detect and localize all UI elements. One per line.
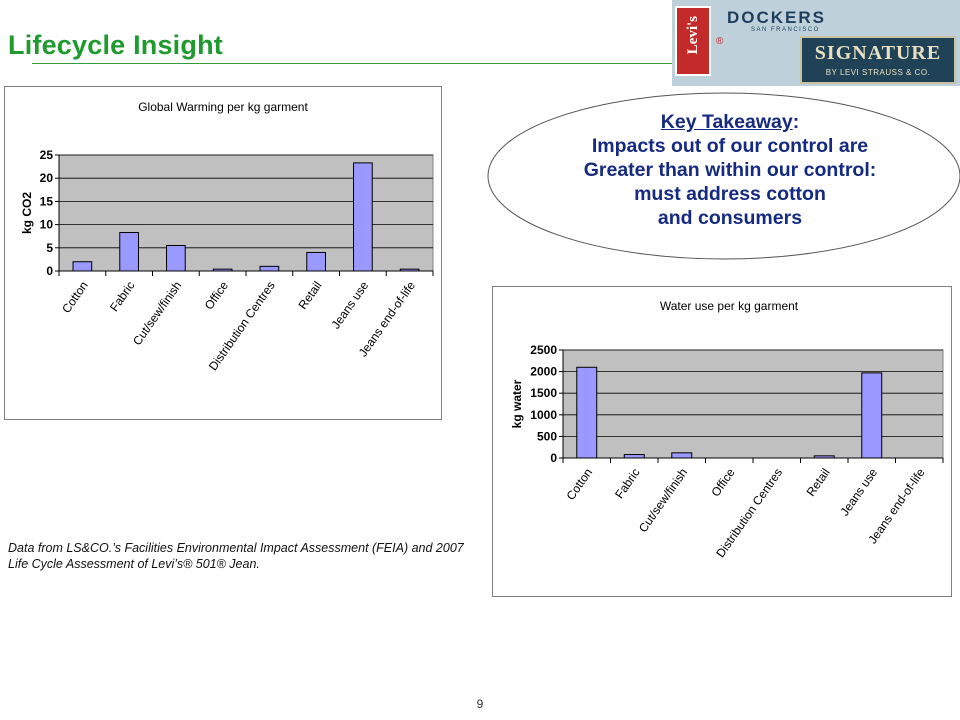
x-tick-label: Jeans use — [837, 465, 880, 518]
dockers-logo-subtitle: SAN FRANCISCO — [751, 27, 820, 33]
bar — [212, 268, 233, 272]
bar — [813, 455, 835, 459]
water-use-chart-svg: Water use per kg garment kg water 0 500 1000… — [510, 299, 944, 560]
chart-title: Global Warming per kg garment — [138, 100, 308, 114]
bar — [861, 372, 883, 459]
levis-logo-text: Levi's — [685, 16, 701, 55]
y-tick-label: 500 — [537, 429, 557, 443]
bar — [72, 261, 93, 272]
x-tick-label: Cut/sew/finish — [130, 279, 184, 348]
x-tick-label: Office — [708, 465, 738, 499]
bar — [671, 452, 693, 459]
title-underline — [32, 63, 672, 64]
signature-logo: SIGNATURE BY LEVI STRAUSS & CO. — [800, 36, 956, 84]
bar — [306, 251, 326, 272]
page-number: 9 — [476, 697, 484, 711]
x-tick-label: Office — [202, 278, 232, 312]
y-tick-label: 15 — [40, 194, 54, 208]
x-tick-label: Retail — [804, 466, 833, 499]
x-tick-label: Cut/sew/finish — [636, 466, 690, 535]
bar — [166, 244, 186, 272]
x-tick-label: Fabric — [107, 279, 138, 314]
bar — [259, 265, 280, 272]
bar — [353, 162, 373, 272]
plot-area — [58, 154, 434, 272]
y-axis-label: kg water — [510, 379, 524, 428]
takeaway-line: and consumers — [657, 207, 803, 229]
y-tick-label: 2500 — [530, 343, 557, 357]
takeaway-heading-line: Key Takeaway: — [500, 110, 960, 134]
registered-mark: ® — [716, 36, 724, 47]
x-tick-label: Jeans use — [328, 278, 371, 331]
y-tick-label: 10 — [40, 218, 54, 232]
y-axis-label: kg CO2 — [20, 192, 34, 234]
water-use-chart: Water use per kg garment kg water 0 500 1000… — [492, 286, 952, 597]
global-warming-chart: Global Warming per kg garment kg CO2 0 5 10 1… — [4, 86, 442, 420]
page-title: Lifecycle Insight — [8, 30, 223, 60]
global-warming-chart-svg: Global Warming per kg garment kg CO2 0 5 10 1… — [20, 100, 434, 373]
x-tick-label: Fabric — [612, 466, 643, 501]
bar — [119, 231, 139, 272]
bar — [576, 366, 598, 459]
takeaway-ellipse — [487, 92, 960, 260]
y-tick-label: 0 — [550, 451, 557, 465]
x-tick-label: Retail — [296, 279, 325, 312]
takeaway-colon: : — [792, 111, 800, 133]
y-tick-label: 2000 — [530, 365, 557, 379]
dockers-logo: DOCKERS — [727, 8, 827, 27]
levis-logo: Levi's — [675, 6, 711, 76]
takeaway-heading: Key Takeaway — [660, 111, 793, 133]
x-tick-label: Cotton — [563, 466, 595, 503]
y-tick-label: 25 — [40, 148, 54, 162]
bar — [623, 454, 645, 459]
takeaway-line: must address cotton — [634, 183, 826, 205]
takeaway-text: Key Takeaway: Impacts out of our control… — [500, 110, 960, 230]
signature-logo-text: SIGNATURE — [814, 42, 942, 64]
y-tick-label: 20 — [40, 171, 54, 185]
x-tick-label: Cotton — [59, 279, 91, 316]
y-tick-label: 1500 — [530, 386, 557, 400]
y-tick-label: 0 — [46, 264, 53, 278]
source-note: Data from LS&CO.’s Facilities Environmen… — [8, 541, 464, 571]
y-tick-label: 5 — [46, 241, 53, 255]
y-tick-label: 1000 — [530, 408, 557, 422]
signature-logo-subtitle: BY LEVI STRAUSS & CO. — [825, 68, 931, 77]
chart-title: Water use per kg garment — [660, 299, 799, 313]
bar — [399, 268, 420, 272]
takeaway-line: Greater than within our control: — [583, 159, 877, 181]
takeaway-line: Impacts out of our control are — [591, 135, 869, 157]
plot-area — [562, 349, 944, 459]
